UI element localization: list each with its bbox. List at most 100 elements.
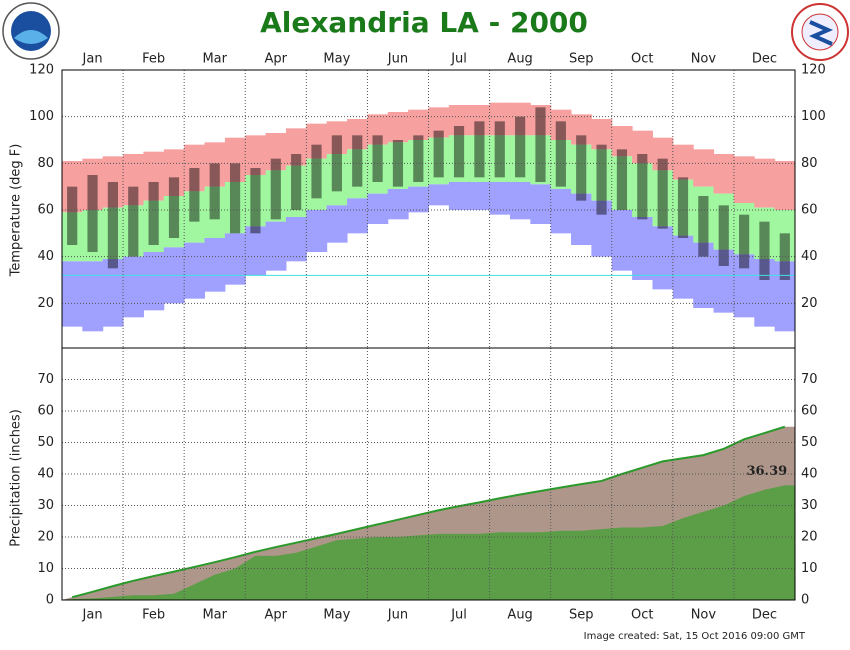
actual-bar <box>535 107 546 182</box>
y-tick-label-right: 70 <box>801 372 818 387</box>
range-band <box>632 130 653 164</box>
range-band <box>408 186 429 213</box>
footer: Image created: Sat, 15 Oct 2016 09:00 GM… <box>584 631 806 642</box>
actual-bar <box>555 121 566 187</box>
range-band <box>713 154 735 194</box>
x-tick-label: Aug <box>507 608 532 623</box>
range-band <box>754 259 776 327</box>
chart-title: Alexandria LA - 2000 <box>260 6 588 39</box>
y-tick-label-right: 60 <box>801 404 818 419</box>
actual-bar <box>698 196 709 257</box>
range-band <box>347 149 368 199</box>
range-band <box>652 226 674 290</box>
range-band <box>632 217 653 280</box>
range-band <box>387 189 409 220</box>
range-band <box>204 142 226 187</box>
actual-bar <box>718 205 729 266</box>
range-band <box>448 135 470 182</box>
y-tick-label-right: 30 <box>801 498 818 513</box>
actual-bar <box>392 140 404 187</box>
y-tick-label: 100 <box>29 109 54 124</box>
range-band <box>82 158 104 210</box>
range-band <box>509 182 531 220</box>
range-band <box>408 140 429 187</box>
range-band <box>530 135 552 185</box>
range-band <box>62 161 83 213</box>
actual-bar <box>413 135 424 182</box>
range-band <box>591 200 613 257</box>
x-tick-label: Nov <box>691 608 717 623</box>
actual-bar <box>372 135 383 182</box>
range-band <box>224 233 246 285</box>
y-tick-label-right: 120 <box>801 63 826 78</box>
range-band <box>448 105 470 136</box>
range-band <box>326 205 348 243</box>
range-band <box>530 184 552 224</box>
area <box>62 485 795 600</box>
y-tick-label: 20 <box>37 296 54 311</box>
range-band <box>509 102 531 136</box>
range-band <box>693 186 715 243</box>
x-tick-label: Nov <box>691 52 717 67</box>
y-tick-label: 80 <box>37 156 54 171</box>
range-band <box>448 182 470 210</box>
range-band <box>713 193 735 250</box>
range-band <box>632 163 653 217</box>
actual-bar <box>515 116 526 178</box>
range-band <box>347 119 368 150</box>
y-tick-label-right: 10 <box>801 561 818 576</box>
range-band <box>611 156 633 210</box>
range-band <box>184 242 206 299</box>
actual-bar <box>250 168 261 234</box>
y-tick-label: 0 <box>46 593 54 608</box>
range-band <box>265 133 287 171</box>
range-band <box>163 149 185 196</box>
range-band <box>489 182 511 215</box>
y-tick-label-right: 40 <box>801 467 818 482</box>
y-tick-label: 10 <box>37 561 54 576</box>
x-tick-label: Apr <box>265 608 288 623</box>
range-band <box>469 105 491 136</box>
x-tick-label: Oct <box>631 608 653 623</box>
x-tick-label: Apr <box>265 52 288 67</box>
range-band <box>245 175 267 227</box>
actual-bar <box>209 163 220 220</box>
actual-bar <box>494 121 505 178</box>
range-band <box>428 137 450 185</box>
range-band <box>652 137 674 171</box>
range-band <box>428 107 450 138</box>
range-band <box>62 212 83 262</box>
x-tick-label: Jul <box>450 52 467 67</box>
range-band <box>224 182 246 234</box>
actual-bar <box>168 177 180 238</box>
range-band <box>408 109 429 140</box>
plot-border <box>61 347 796 601</box>
y-tick-label: 60 <box>37 203 54 218</box>
x-tick-label: May <box>323 608 350 623</box>
range-band <box>733 254 755 318</box>
range-band <box>387 142 409 189</box>
actual-bar <box>433 130 444 178</box>
range-band <box>367 144 389 194</box>
range-band <box>82 210 104 262</box>
range-band <box>143 151 165 201</box>
range-band <box>591 119 613 150</box>
y-tick-label: 70 <box>37 372 54 387</box>
y-tick-label: 120 <box>29 63 54 78</box>
range-band <box>733 156 755 203</box>
range-band <box>367 114 389 145</box>
range-band <box>82 261 104 332</box>
x-tick-label: Dec <box>752 608 777 623</box>
range-band <box>265 221 287 271</box>
range-band <box>123 256 144 318</box>
x-tick-label: Mar <box>202 52 227 67</box>
y-tick-label: 50 <box>37 435 54 450</box>
x-tick-label: Sep <box>569 52 594 67</box>
range-band <box>184 191 206 243</box>
y-tick-label-right: 0 <box>801 593 809 608</box>
range-band <box>652 170 674 227</box>
range-band <box>347 198 368 234</box>
actual-bar <box>637 154 648 220</box>
range-band <box>102 259 124 327</box>
nws-logo <box>791 3 849 61</box>
